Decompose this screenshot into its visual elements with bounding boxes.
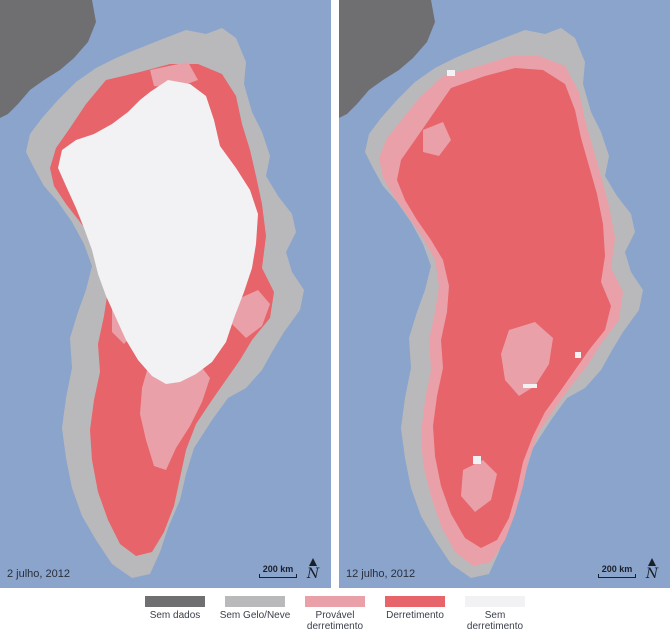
legend-swatch [225,596,285,607]
legend-item-no-ice: Sem Gelo/Neve [210,596,300,621]
map-panel-right: 12 julho, 2012 200 km N [339,0,670,588]
legend-item-no-melt: Sem derretimento [450,596,540,632]
no-melt-patch [473,456,481,464]
legend-swatch [465,596,525,607]
probable-melt-zone [150,62,198,88]
north-arrow-icon: N [304,558,322,582]
scale-label: 200 km [601,564,633,574]
north-arrow-head [309,558,317,566]
legend-label: Sem dados [149,610,201,621]
legend-item-melt: Derretimento [370,596,460,621]
north-arrow-head [648,558,656,566]
legend-label: Derretimento [386,610,444,621]
date-label: 12 julho, 2012 [346,568,416,580]
probable-melt-zone [461,460,497,512]
no-data-land [0,0,96,118]
no-melt-patch [575,352,581,358]
probable-melt-zone [140,352,210,470]
legend-item-probable-melt: Provável derretimento [290,596,380,632]
no-melt-zone [58,80,258,384]
scale-bar: 200 km [259,564,297,578]
greenland-map-right [339,0,643,578]
date-label: 2 julho, 2012 [7,568,70,580]
north-letter: N [645,566,659,582]
north-arrow-icon: N [643,558,661,582]
scale-bar: 200 km [598,564,636,578]
probable-melt-zone [423,122,451,156]
greenland-map-left [0,0,304,578]
scale-line [598,574,636,578]
legend-swatch [305,596,365,607]
melt-zone [397,68,611,548]
legend-swatch [145,596,205,607]
no-melt-patch [523,384,537,388]
scale-label: 200 km [262,564,294,574]
legend-label: Sem Gelo/Neve [219,610,291,621]
legend-label: Sem derretimento [466,610,524,632]
legend-label: Provável derretimento [306,610,364,632]
legend-item-no-data: Sem dados [130,596,220,621]
probable-melt-zone [501,322,553,396]
legend-swatch [385,596,445,607]
map-panel-left: 2 julho, 2012 200 km N [0,0,331,588]
north-letter: N [306,566,320,582]
scale-line [259,574,297,578]
probable-melt-zone [232,290,270,338]
no-data-land [339,0,435,118]
legend: Sem dados Sem Gelo/Neve Provável derreti… [0,588,670,636]
no-melt-patch [447,70,455,76]
